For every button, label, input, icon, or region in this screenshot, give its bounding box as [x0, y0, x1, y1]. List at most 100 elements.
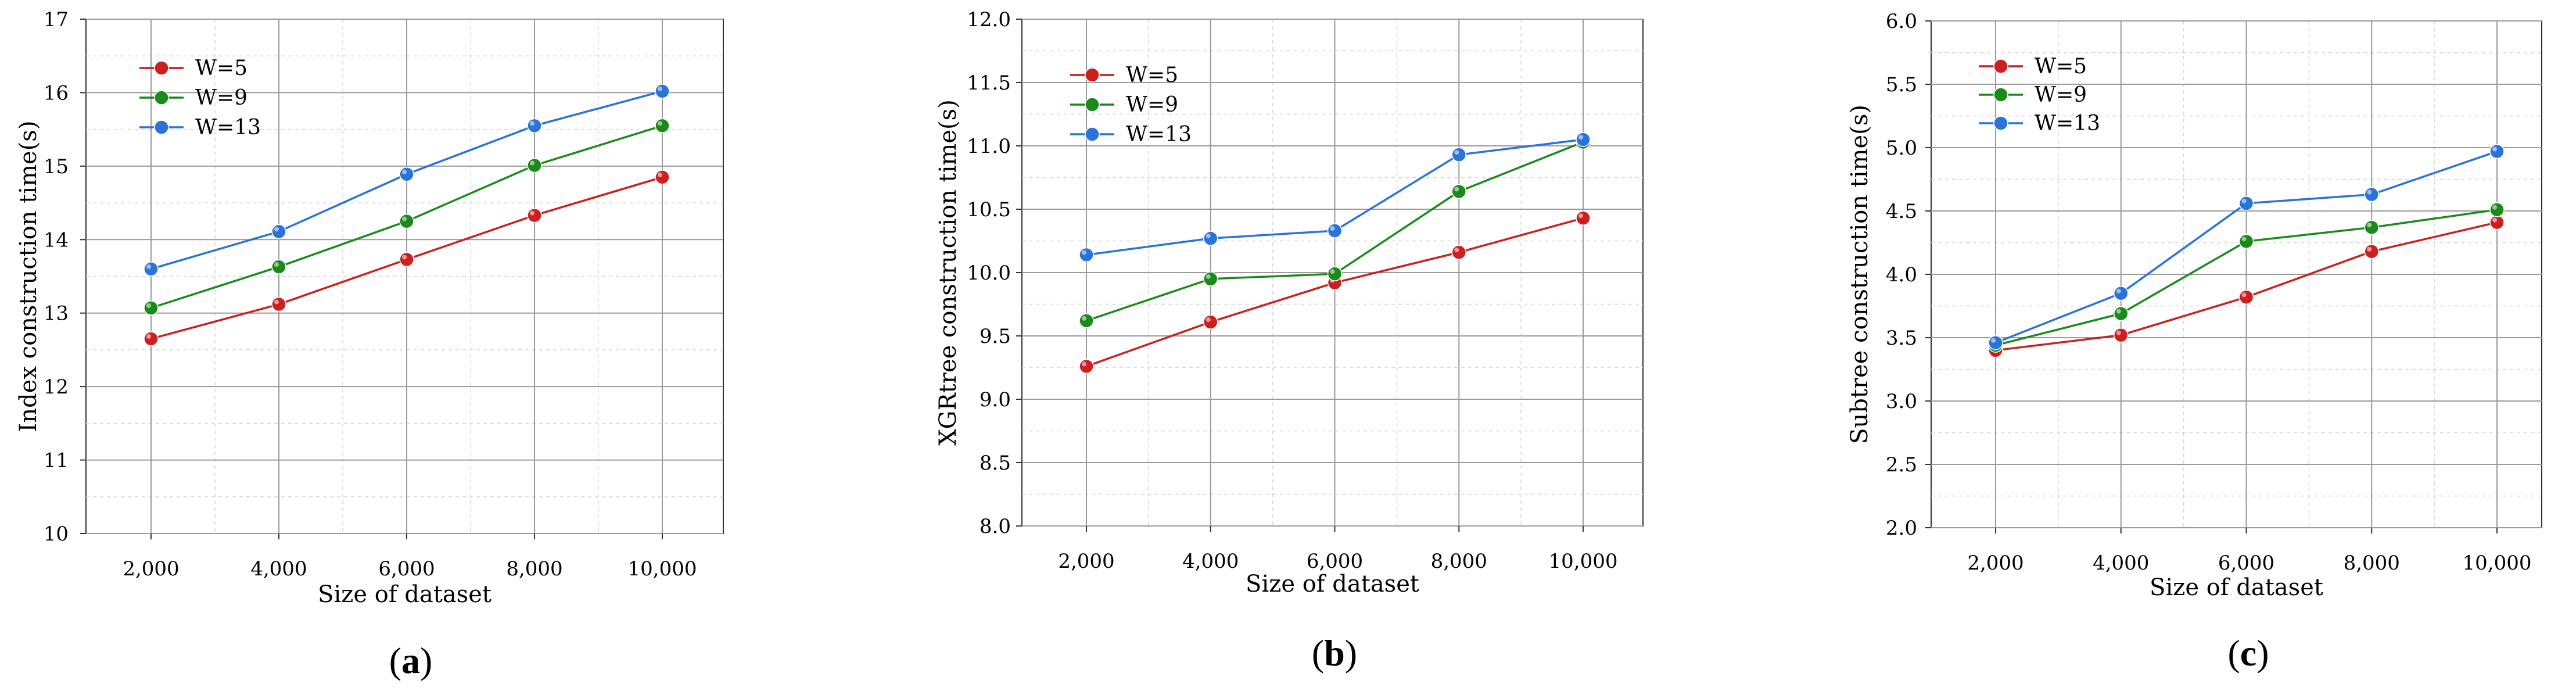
legend-marker	[1085, 97, 1100, 112]
data-point	[271, 224, 286, 239]
chart-panel-b: 8.0 8.5 9.0 9.5 10.0 10.5 11.0 11.5 12.0 2,000 4,0…	[935, 8, 1644, 674]
y-tick-label: 6.0	[1886, 10, 1917, 33]
data-point-highlight	[658, 86, 662, 91]
caption-letter: a	[401, 640, 420, 681]
data-point-highlight	[402, 255, 407, 260]
panel-caption: (a)	[389, 640, 433, 681]
y-tick-label: 11	[44, 449, 69, 473]
data-point	[2238, 234, 2254, 249]
plot-area	[85, 19, 724, 534]
y-axis-title: Index construction time(s)	[15, 121, 42, 432]
x-tick-label: 4,000	[250, 557, 307, 581]
caption-close-paren: )	[420, 640, 432, 681]
data-point	[2114, 306, 2129, 321]
data-point-highlight	[146, 334, 151, 339]
legend-label: W=5	[195, 56, 247, 80]
data-point-highlight	[530, 210, 534, 216]
data-point	[1988, 335, 2003, 350]
data-point-highlight	[1330, 269, 1335, 274]
data-point	[399, 213, 414, 229]
data-point	[1079, 313, 1094, 328]
caption-open-paren: (	[2227, 632, 2240, 674]
data-point-highlight	[1454, 187, 1459, 192]
data-point	[2114, 327, 2129, 343]
data-point	[1451, 245, 1466, 260]
x-tick-label: 2,000	[123, 557, 179, 581]
data-point	[143, 331, 159, 346]
data-point-highlight	[2492, 205, 2497, 210]
data-point-highlight	[2241, 292, 2247, 298]
y-tick-label: 15	[44, 155, 69, 178]
legend-marker	[154, 60, 169, 76]
legend-marker	[1993, 116, 2008, 131]
data-point	[1079, 359, 1094, 374]
data-point-highlight	[2241, 198, 2247, 203]
data-point	[527, 207, 542, 223]
data-point	[143, 300, 159, 316]
y-tick-label: 11.5	[967, 71, 1011, 95]
caption-letter: b	[1324, 632, 1345, 674]
data-point-highlight	[1330, 226, 1335, 231]
y-tick-label: 16	[44, 81, 69, 105]
data-point-highlight	[2116, 309, 2121, 314]
data-point-highlight	[2492, 217, 2497, 223]
legend-label: W=13	[1126, 123, 1192, 146]
data-point-highlight	[658, 121, 662, 126]
y-tick-label: 9.0	[980, 388, 1011, 411]
data-point	[1079, 247, 1094, 263]
caption-letter: c	[2240, 632, 2256, 674]
y-tick-label: 10.0	[967, 262, 1011, 285]
x-tick-label: 4,000	[2093, 552, 2149, 575]
y-tick-label: 9.5	[980, 325, 1011, 348]
data-point-highlight	[1454, 150, 1459, 155]
legend-label: W=9	[195, 86, 247, 110]
y-axis-title: Subtree construction time(s)	[1846, 105, 1873, 444]
data-point-highlight	[402, 216, 407, 221]
data-point-highlight	[274, 299, 279, 305]
data-point	[1203, 314, 1218, 330]
y-tick-label: 11.0	[967, 135, 1011, 158]
data-point	[1203, 271, 1218, 287]
data-point	[1451, 147, 1466, 163]
data-point-highlight	[274, 227, 279, 232]
y-tick-label: 3.5	[1886, 327, 1917, 350]
data-point-highlight	[1206, 234, 1211, 239]
y-tick-label: 10.5	[967, 198, 1011, 221]
y-tick-label: 3.0	[1886, 390, 1917, 413]
data-point	[1327, 223, 1343, 238]
x-tick-label: 8,000	[2344, 552, 2400, 575]
legend-label: W=13	[195, 116, 261, 139]
data-point	[1451, 184, 1466, 199]
data-point	[655, 118, 670, 134]
data-point	[527, 158, 542, 173]
data-point	[2489, 202, 2505, 217]
data-point	[2489, 214, 2505, 230]
legend-marker	[1993, 59, 2008, 74]
y-tick-label: 5.5	[1886, 73, 1917, 96]
data-point-highlight	[1454, 248, 1459, 253]
data-point-highlight	[2367, 223, 2372, 228]
legend-label: W=9	[1126, 93, 1178, 117]
x-axis-title: Size of dataset	[1246, 571, 1419, 597]
data-point-highlight	[2116, 330, 2121, 335]
data-point	[271, 296, 286, 312]
data-point	[2364, 244, 2379, 259]
y-axis-title: XGRtree construction time(s)	[935, 99, 961, 446]
y-tick-label: 12	[44, 375, 69, 399]
data-point-highlight	[1991, 338, 1996, 343]
caption-close-paren: )	[1345, 632, 1357, 674]
data-point	[271, 259, 286, 274]
data-point-highlight	[2241, 237, 2247, 242]
y-tick-label: 8.0	[980, 515, 1011, 538]
data-point-highlight	[1082, 361, 1086, 367]
chart-panel-c: 2.0 2.5 3.0 3.5 4.0 4.5 5.0 5.5 6.0 2,000 4,000 6,0…	[1846, 10, 2542, 674]
x-tick-label: 2,000	[1967, 552, 2024, 575]
data-point-highlight	[530, 160, 534, 166]
data-point-highlight	[2116, 288, 2121, 293]
x-tick-label: 6,000	[378, 557, 435, 581]
legend-label: W=13	[2035, 112, 2100, 135]
chart-panel-a: 10 11 12 13 14 15 16 17 2,000 4,000 6,000 8,000 10,0…	[15, 8, 724, 681]
data-point	[655, 84, 670, 99]
data-point-highlight	[1082, 316, 1086, 321]
legend-marker	[1085, 127, 1100, 142]
